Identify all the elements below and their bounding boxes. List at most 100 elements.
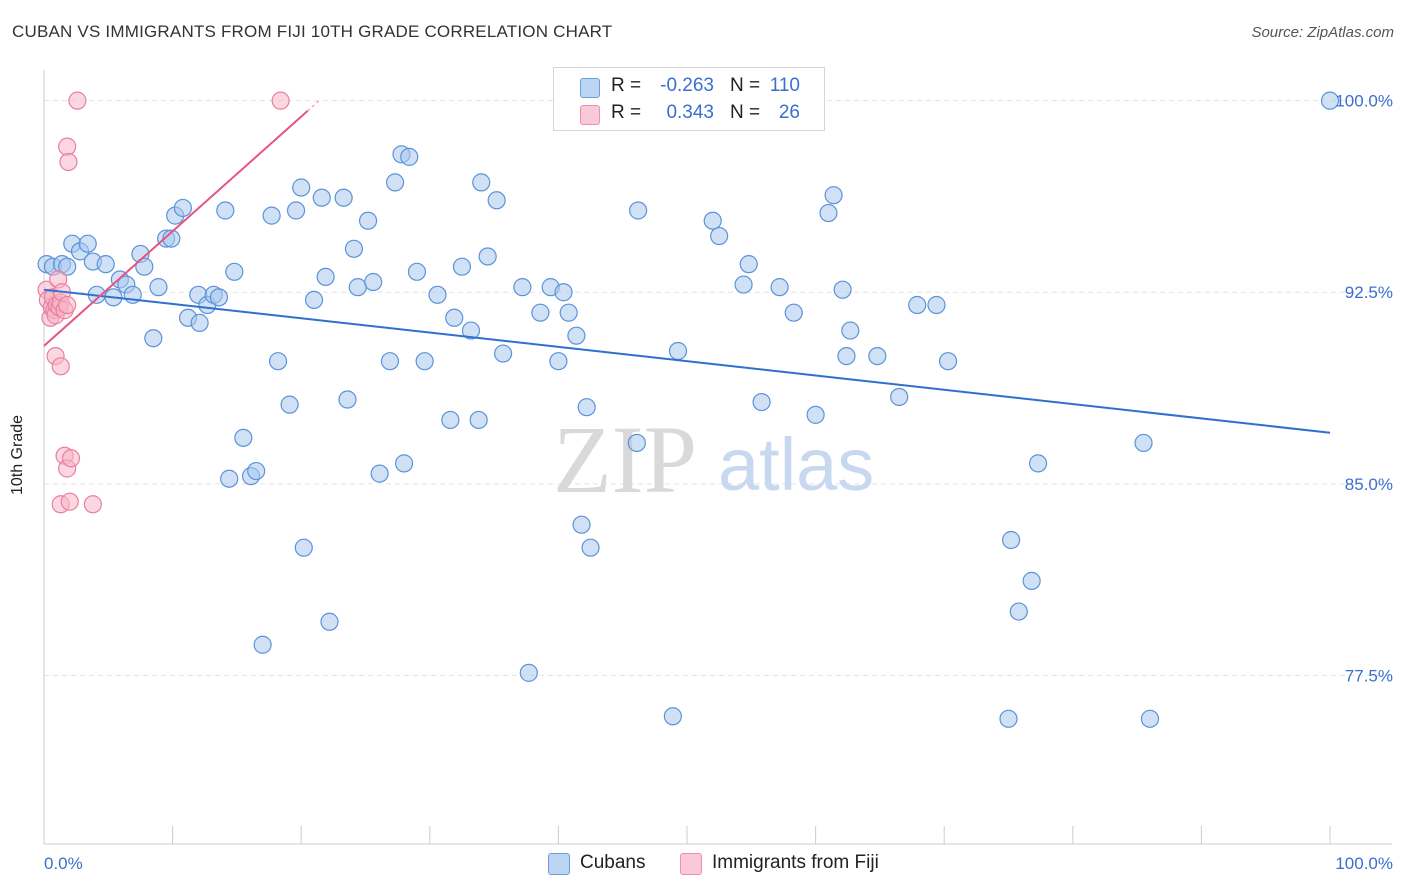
- cubans-point: [999, 709, 1018, 728]
- cubans-points: [37, 91, 1340, 728]
- fiji-point: [68, 91, 87, 110]
- cubans-point: [1028, 454, 1048, 473]
- cubans-point: [220, 469, 239, 488]
- cubans-point: [868, 346, 887, 366]
- n-value: 110: [769, 75, 800, 96]
- r-value: -0.263: [660, 75, 714, 96]
- cubans-legend-label: Cubans: [580, 852, 646, 873]
- cubans-point: [519, 663, 538, 682]
- cubans-point: [739, 255, 758, 274]
- cubans-point: [927, 295, 946, 315]
- cubans-point: [247, 461, 266, 481]
- cubans-swatch: [580, 78, 600, 98]
- fiji-point: [61, 449, 81, 468]
- n-label: N =: [730, 75, 761, 96]
- cubans-point: [819, 203, 838, 223]
- n-value: 26: [778, 102, 800, 123]
- cubans-point: [173, 198, 192, 218]
- fiji-swatch: [680, 853, 702, 875]
- cubans-point: [837, 346, 856, 366]
- cubans-point: [320, 612, 339, 631]
- cubans-point: [833, 280, 852, 299]
- cubans-point: [567, 326, 586, 345]
- axes: [43, 70, 1392, 845]
- cubans-point: [304, 290, 324, 310]
- grid-lines: [44, 100, 1392, 676]
- cubans-point: [348, 278, 367, 297]
- cubans-point: [268, 352, 288, 371]
- trend-lines: [43, 98, 1331, 434]
- cubans-point: [494, 344, 513, 363]
- legend: R = -0.263 N = 110 R = 0.343 N = 26: [553, 67, 825, 131]
- cubans-point: [710, 226, 729, 246]
- source-label: Source: ZipAtlas.com: [1251, 24, 1394, 41]
- cubans-point: [908, 295, 927, 315]
- cubans-point: [1009, 602, 1028, 621]
- cubans-point: [445, 308, 464, 327]
- cubans-point: [452, 257, 472, 276]
- cubans-point: [559, 303, 578, 322]
- cubans-point: [358, 211, 378, 230]
- fiji-point: [271, 91, 290, 110]
- cubans-point: [1140, 709, 1160, 728]
- r-label: R =: [611, 75, 642, 96]
- cubans-point: [209, 288, 228, 307]
- x-tick-label: 100.0%: [1335, 854, 1393, 873]
- cubans-point: [149, 278, 168, 297]
- cubans-point: [770, 278, 789, 297]
- legend-row-cubans: R = -0.263 N = 110: [554, 74, 824, 100]
- cubans-point: [752, 392, 771, 412]
- cubans-point: [663, 707, 682, 726]
- fiji-point: [60, 492, 79, 511]
- y-tick-label: 77.5%: [1345, 666, 1393, 685]
- fiji-swatch: [580, 105, 600, 125]
- cubans-point: [385, 173, 405, 192]
- cubans-point: [469, 410, 488, 430]
- fiji-point: [51, 357, 70, 376]
- watermark-zip: ZIP: [553, 406, 697, 513]
- cubans-point: [280, 395, 299, 414]
- cubans-point: [703, 211, 722, 230]
- cubans-point: [380, 352, 400, 371]
- cubans-point: [162, 229, 181, 248]
- cubans-point: [824, 186, 843, 205]
- fiji-points: [37, 91, 290, 514]
- cubans-point: [487, 191, 506, 210]
- cubans-swatch: [548, 853, 570, 875]
- cubans-point: [96, 255, 115, 274]
- cubans-point: [938, 352, 958, 371]
- watermark: ZIP atlas: [553, 406, 874, 513]
- y-tick-label: 85.0%: [1345, 475, 1393, 494]
- y-tick-label: 92.5%: [1345, 283, 1393, 302]
- cubans-point: [472, 173, 491, 192]
- cubans-point: [627, 433, 646, 453]
- cubans-point: [334, 188, 353, 207]
- cubans-point: [428, 285, 447, 304]
- cubans-point: [253, 635, 272, 654]
- cubans-trend-line: [43, 288, 1331, 434]
- cubans-point: [286, 201, 306, 220]
- cubans-point: [734, 275, 753, 294]
- r-value: 0.343: [666, 102, 714, 123]
- cubans-point: [292, 178, 311, 197]
- chart-title: CUBAN VS IMMIGRANTS FROM FIJI 10TH GRADE…: [12, 22, 613, 41]
- cubans-point: [581, 538, 600, 557]
- cubans-point: [784, 303, 803, 322]
- cubans-point: [629, 201, 648, 220]
- cubans-point: [668, 341, 688, 361]
- cubans-point: [338, 390, 357, 409]
- cubans-point: [78, 234, 97, 253]
- cubans-point: [370, 464, 389, 483]
- cubans-point: [1320, 91, 1340, 110]
- cubans-point: [364, 272, 383, 292]
- cubans-point: [577, 398, 596, 417]
- fiji-point: [83, 495, 102, 514]
- cubans-point: [531, 303, 550, 322]
- cubans-point: [216, 201, 235, 220]
- fiji-point: [58, 295, 77, 315]
- cubans-point: [461, 321, 481, 340]
- cubans-point: [312, 188, 331, 207]
- fiji-legend-label: Immigrants from Fiji: [712, 852, 879, 873]
- fiji-point: [59, 152, 78, 172]
